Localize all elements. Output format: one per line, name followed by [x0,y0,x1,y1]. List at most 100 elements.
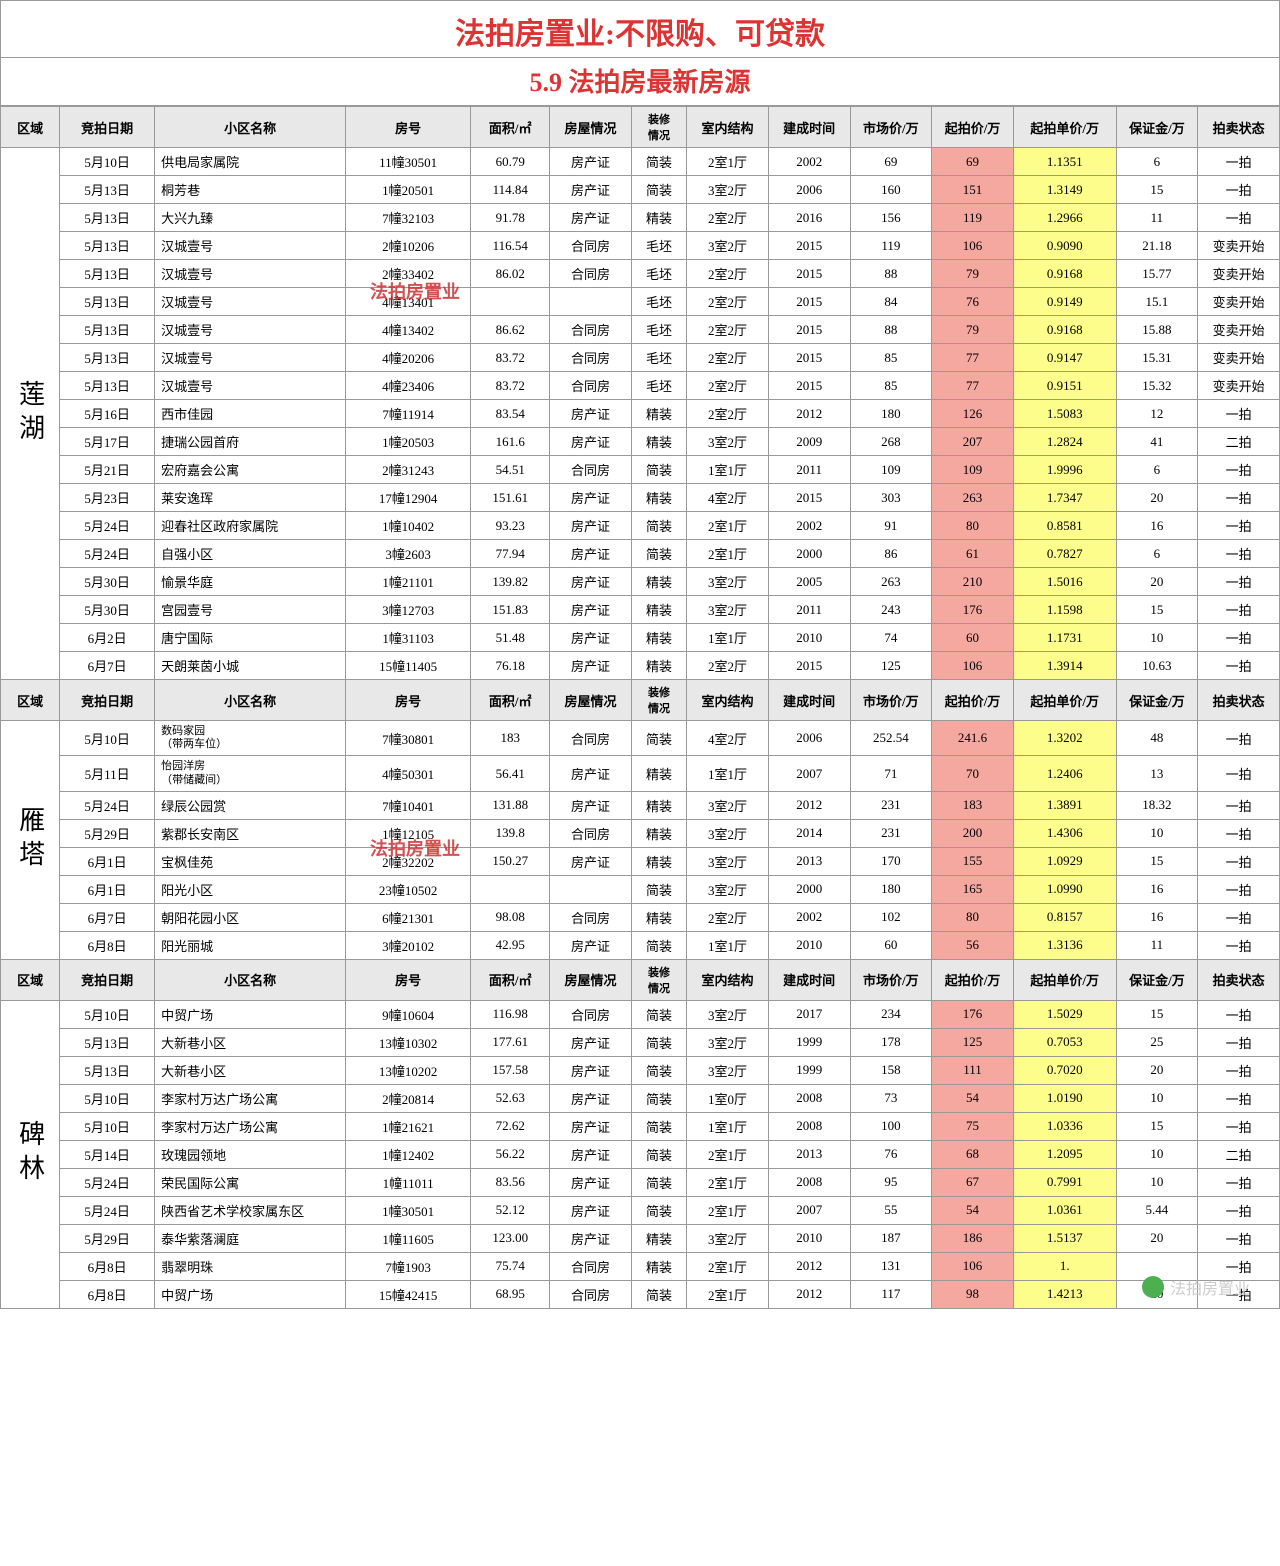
cell: 2室1厅 [687,148,769,176]
cell: 精装 [631,428,686,456]
cell: 77.94 [471,540,550,568]
cell: 1室1厅 [687,456,769,484]
table-row: 5月11日怡园洋房（带储藏间）4幢5030156.41房产证精装1室1厅2007… [1,756,1280,791]
cell: 房产证 [550,484,632,512]
cell: 自强小区 [155,540,346,568]
cell: 3室2厅 [687,875,769,903]
cell: 2008 [768,1168,850,1196]
cell: 6幢21301 [346,903,471,931]
col-header: 面积/㎡ [471,959,550,1000]
cell: 183 [471,721,550,756]
cell: 158 [850,1056,932,1084]
cell: 房产证 [550,791,632,819]
cell: 愉景华庭 [155,568,346,596]
cell: 86 [850,540,932,568]
cell: 76 [932,288,1014,316]
cell: 大新巷小区 [155,1056,346,1084]
col-header: 竞拍日期 [60,107,155,148]
cell: 15幢42415 [346,1280,471,1308]
cell: 125 [932,1028,1014,1056]
table-row: 5月24日陕西省艺术学校家属东区1幢3050152.12房产证简装2室1厅200… [1,1196,1280,1224]
main-title: 法拍房置业:不限购、可贷款 [0,0,1280,58]
cell: 5.44 [1116,1196,1198,1224]
col-header: 面积/㎡ [471,107,550,148]
cell: 210 [932,568,1014,596]
listings-table: 区域竞拍日期小区名称房号面积/㎡房屋情况装修情况室内结构建成时间市场价/万起拍价… [0,106,1280,1309]
cell: 3幢2603 [346,540,471,568]
cell: 紫郡长安南区 [155,819,346,847]
cell: 一拍 [1198,176,1280,204]
cell: 85 [850,372,932,400]
cell: 5月29日 [60,1224,155,1252]
table-row: 5月13日汉城壹号2幢10206116.54合同房毛坯3室2厅201511910… [1,232,1280,260]
cell: 毛坯 [631,344,686,372]
cell: 2009 [768,428,850,456]
cell: 1.4306 [1013,819,1116,847]
cell: 1.4213 [1013,1280,1116,1308]
cell: 6月7日 [60,903,155,931]
cell: 房产证 [550,756,632,791]
cell: 5月10日 [60,148,155,176]
col-header: 市场价/万 [850,680,932,721]
cell: 67 [932,1168,1014,1196]
cell: 3室2厅 [687,1056,769,1084]
cell: 0.9151 [1013,372,1116,400]
cell: 20 [1116,568,1198,596]
cell: 151.83 [471,596,550,624]
cell: 207 [932,428,1014,456]
cell: 15幢11405 [346,652,471,680]
cell: 0.9149 [1013,288,1116,316]
cell: 二拍 [1198,1140,1280,1168]
cell: 简装 [631,1112,686,1140]
col-header: 建成时间 [768,959,850,1000]
cell: 155 [932,847,1014,875]
cell: 15.31 [1116,344,1198,372]
cell: 2002 [768,903,850,931]
col-header: 竞拍日期 [60,680,155,721]
table-row: 5月29日泰华紫落澜庭1幢11605123.00房产证精装3室2厅2010187… [1,1224,1280,1252]
cell: 一拍 [1198,1112,1280,1140]
cell: 5月11日 [60,756,155,791]
cell: 15 [1116,596,1198,624]
cell: 宝枫佳苑 [155,847,346,875]
cell [550,288,632,316]
cell: 2室1厅 [687,512,769,540]
cell: 玫瑰园领地 [155,1140,346,1168]
cell: 178 [850,1028,932,1056]
cell: 16 [1116,512,1198,540]
cell [471,875,550,903]
cell: 156 [850,204,932,232]
col-header: 小区名称 [155,680,346,721]
cell: 2012 [768,791,850,819]
cell: 简装 [631,875,686,903]
cell: 简装 [631,1000,686,1028]
header-row: 区域竞拍日期小区名称房号面积/㎡房屋情况装修情况室内结构建成时间市场价/万起拍价… [1,959,1280,1000]
cell: 毛坯 [631,288,686,316]
cell: 117 [850,1280,932,1308]
cell: 10 [1116,624,1198,652]
cell: 161.6 [471,428,550,456]
cell: 一拍 [1198,1056,1280,1084]
cell: 83.56 [471,1168,550,1196]
table-row: 莲湖5月10日供电局家属院11幢3050160.79房产证简装2室1厅20026… [1,148,1280,176]
cell: 中贸广场 [155,1280,346,1308]
cell: 2室2厅 [687,400,769,428]
cell: 5月30日 [60,596,155,624]
cell: 79 [932,260,1014,288]
cell: 4室2厅 [687,484,769,512]
cell: 3室2厅 [687,1224,769,1252]
cell: 天朗莱茵小城 [155,652,346,680]
cell: 2室1厅 [687,1252,769,1280]
cell: 简装 [631,1280,686,1308]
col-header: 房屋情况 [550,680,632,721]
cell: 中贸广场 [155,1000,346,1028]
cell: 2014 [768,819,850,847]
cell: 0.9168 [1013,316,1116,344]
cell: 房产证 [550,1084,632,1112]
cell: 房产证 [550,624,632,652]
cell: 简装 [631,1140,686,1168]
cell: 41 [1116,428,1198,456]
cell: 简装 [631,1084,686,1112]
cell: 1999 [768,1056,850,1084]
cell: 20 [1116,1056,1198,1084]
